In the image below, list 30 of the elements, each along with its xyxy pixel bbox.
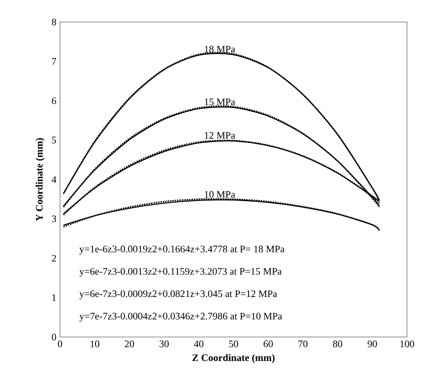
y-tick-label: 5 <box>52 136 56 144</box>
y-tick-label: 6 <box>52 97 56 104</box>
annotation: y=1e-6z3-0.0019z2+0.1664z+3.4778 at P= 18 MPa <box>79 246 285 254</box>
y-tick-label: 0 <box>52 334 56 340</box>
annotation: y=6e-7z3-0.0009z2+0.0821z+3.045 at P=12 MPa <box>79 290 278 300</box>
x-tick-label: 30 <box>160 340 169 348</box>
x-tick-label: 60 <box>264 340 273 348</box>
y-tick-label: 7 <box>52 58 56 65</box>
x-tick-label: 20 <box>124 340 134 348</box>
x-tick-label: 0 <box>58 340 62 348</box>
x-tick-label: 90 <box>368 340 377 348</box>
series-label: 12 MPa <box>204 132 236 139</box>
y-tick-label: 2 <box>52 254 56 262</box>
annotation: y=6e-7z3-0.0013z2+0.1159z+3.2073 at P=15 MPa <box>79 268 282 277</box>
x-axis-title: Z Coordinate (mm) <box>192 354 275 364</box>
y-tick-label: 4 <box>52 176 56 183</box>
y-tick-label: 8 <box>52 18 56 26</box>
y-tick-label: 1 <box>52 294 56 301</box>
y-axis-title: Y Coordinate (mm) <box>36 138 45 222</box>
x-tick-label: 40 <box>194 340 204 348</box>
x-tick-label: 80 <box>332 340 342 348</box>
series-label: 10 MPa <box>204 191 236 198</box>
annotation: y=7e-7z3-0.0004z2+0.0346z+2.7986 at P=10 MPa <box>79 312 282 322</box>
series-label: 15 MPa <box>204 98 236 106</box>
x-tick-label: 50 <box>229 340 238 348</box>
x-tick-label: 100 <box>400 340 414 348</box>
x-tick-label: 10 <box>90 340 100 348</box>
x-tick-label: 70 <box>298 340 308 348</box>
y-tick-label: 3 <box>52 216 56 222</box>
series-label: 18 MPa <box>204 46 236 52</box>
